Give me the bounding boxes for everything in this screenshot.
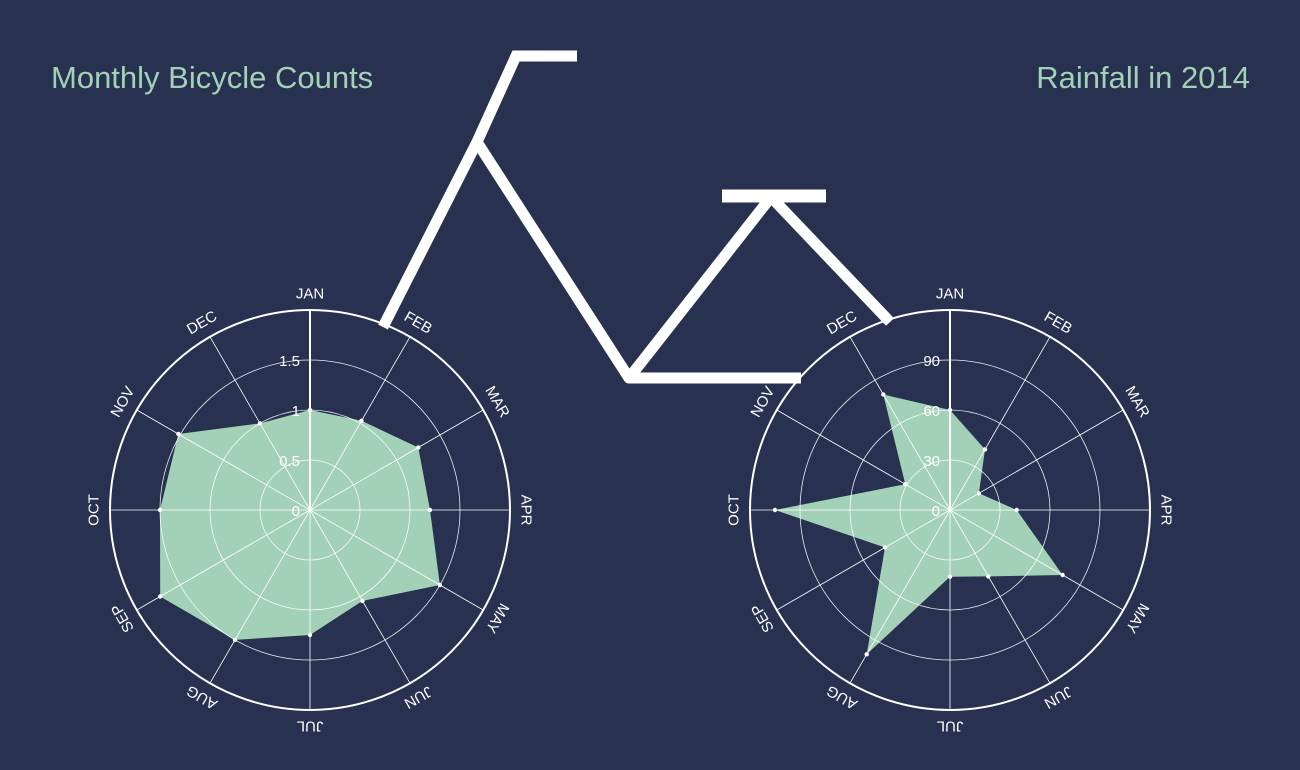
radial-tick-label: 1.5 <box>279 353 300 370</box>
spoke-line <box>136 409 311 511</box>
data-point-jul <box>307 632 313 638</box>
data-point-aug <box>864 652 869 657</box>
data-point-jan <box>307 407 313 413</box>
data-point-feb <box>982 447 988 452</box>
data-point-dec <box>257 421 263 426</box>
month-label-sep: SEP <box>748 601 778 635</box>
data-point-may <box>437 582 443 588</box>
spoke-line <box>309 509 484 611</box>
data-point-apr <box>1014 507 1019 513</box>
radial-tick-label: 0 <box>932 503 940 520</box>
radial-tick-label: 30 <box>923 453 940 470</box>
data-point-mar <box>976 491 982 496</box>
spoke-line <box>309 509 411 684</box>
month-label-oct: OCT <box>726 494 743 526</box>
radial-tick-label: 0 <box>292 503 300 520</box>
month-label-jul: JUL <box>937 718 964 735</box>
radial-tick-label: 1 <box>292 403 300 420</box>
chart-title-bicycle-counts: Monthly Bicycle Counts <box>51 60 374 95</box>
spoke-line <box>776 509 951 611</box>
month-label-feb: FEB <box>1041 308 1075 337</box>
spoke-line <box>209 509 311 684</box>
month-label-jul: JUL <box>297 718 324 735</box>
data-point-feb <box>359 418 364 423</box>
data-point-oct <box>157 507 163 513</box>
month-label-oct: OCT <box>86 494 103 526</box>
spoke-line <box>309 336 411 511</box>
data-point-nov <box>176 431 181 437</box>
radial-tick-label: 0.5 <box>279 453 300 470</box>
data-point-dec <box>881 392 886 397</box>
radar-area <box>775 394 1063 655</box>
data-point-aug <box>232 637 238 643</box>
month-label-jan: JAN <box>936 286 964 303</box>
chart-title-rainfall: Rainfall in 2014 <box>1036 60 1250 95</box>
data-point-apr <box>427 507 433 513</box>
data-point-jan <box>947 407 953 413</box>
data-point-oct <box>772 507 778 513</box>
spoke-line <box>776 409 951 511</box>
data-point-jun <box>360 598 365 604</box>
spoke-line <box>949 336 1051 511</box>
radar-area <box>160 410 440 640</box>
outer-ring <box>749 309 1151 711</box>
spoke-line <box>136 509 311 611</box>
radial-tick-label: 60 <box>923 403 940 420</box>
spoke-line <box>949 509 1051 684</box>
spoke-line <box>309 409 484 511</box>
month-label-jun: JUN <box>1041 682 1075 711</box>
data-point-nov <box>903 482 908 487</box>
outer-ring <box>109 309 511 711</box>
month-label-apr: APR <box>518 495 535 526</box>
spoke-line <box>949 509 1124 611</box>
radial-tick-label: 90 <box>923 353 940 370</box>
data-point-mar <box>416 445 421 450</box>
data-point-jun <box>986 574 991 579</box>
data-point-sep <box>158 594 163 599</box>
month-label-jan: JAN <box>296 286 324 303</box>
spoke-line <box>849 336 951 511</box>
data-point-may <box>1060 572 1065 578</box>
month-label-apr: APR <box>1158 495 1175 526</box>
data-point-jul <box>947 574 953 579</box>
data-point-sep <box>882 545 888 550</box>
